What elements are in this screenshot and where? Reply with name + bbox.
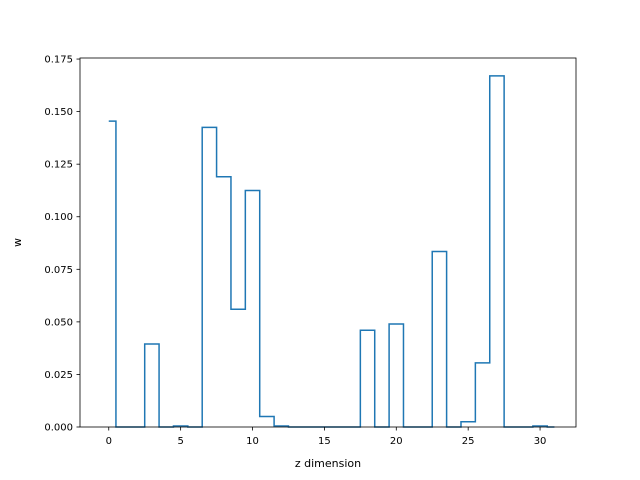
y-tick-label: 0.150 — [44, 107, 73, 118]
y-tick-label: 0.000 — [44, 423, 73, 434]
y-tick-label: 0.175 — [44, 55, 73, 66]
y-tick-label: 0.100 — [44, 212, 73, 223]
y-tick-label: 0.050 — [44, 317, 73, 328]
x-axis-label: z dimension — [295, 457, 361, 470]
x-axis: 0 5 10 15 20 25 30 — [106, 427, 547, 447]
y-tick-label: 0.125 — [44, 160, 73, 171]
x-tick-label: 20 — [390, 436, 403, 447]
x-tick-label: 30 — [534, 436, 547, 447]
y-axis: 0.000 0.025 0.050 0.075 0.100 0.125 0.150 0.175 — [44, 55, 80, 434]
x-tick-label: 15 — [318, 436, 331, 447]
x-tick-label: 25 — [462, 436, 475, 447]
x-tick-label: 5 — [177, 436, 183, 447]
y-tick-label: 0.075 — [44, 265, 73, 276]
axes-frame — [79, 57, 577, 428]
x-tick-label: 10 — [246, 436, 259, 447]
y-axis-label: w — [11, 238, 24, 247]
x-tick-label: 0 — [106, 436, 112, 447]
y-tick-label: 0.025 — [44, 370, 73, 381]
